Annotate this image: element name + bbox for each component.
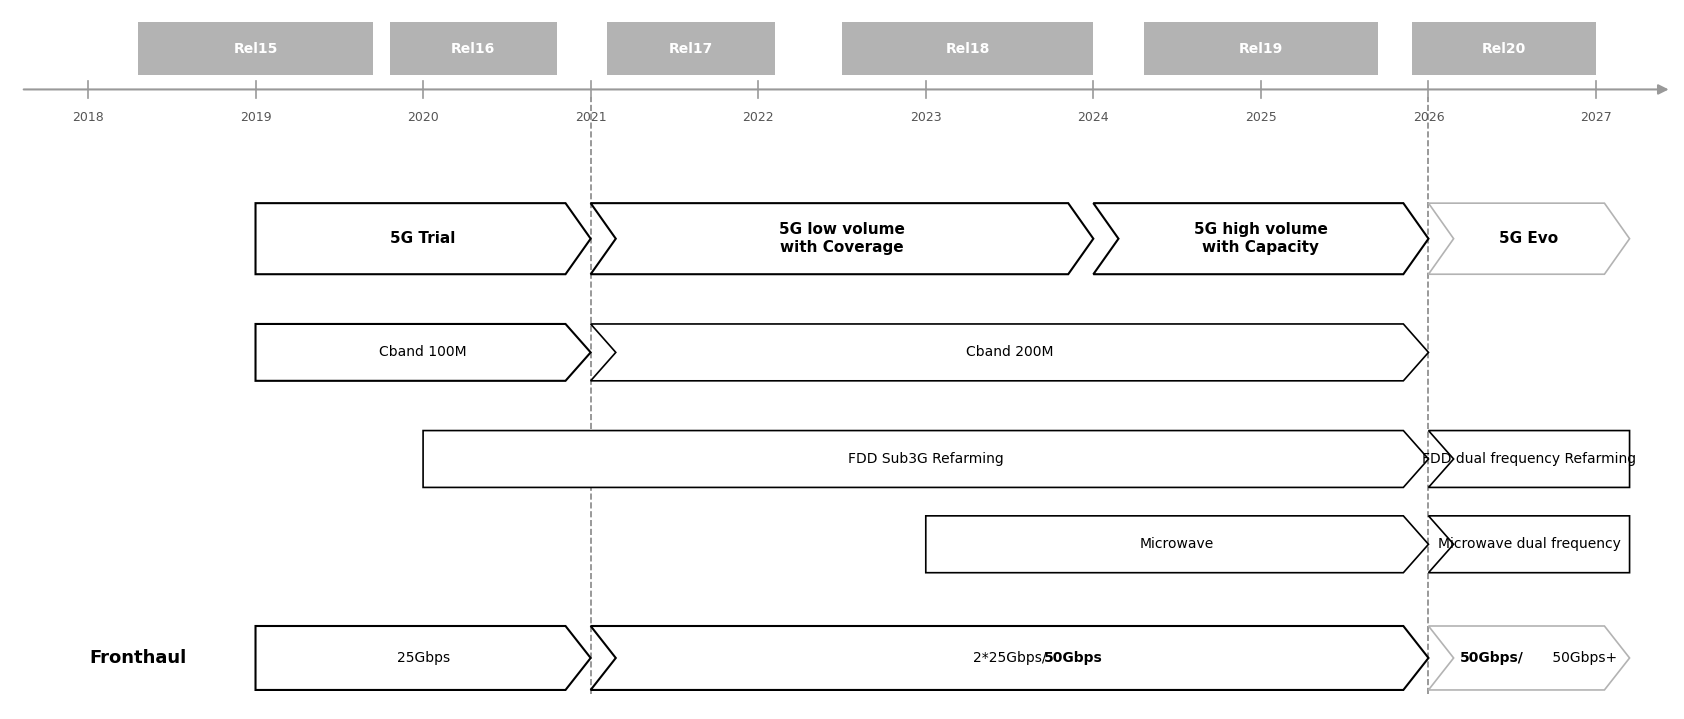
Text: FDD dual frequency Refarming: FDD dual frequency Refarming <box>1421 452 1637 466</box>
Polygon shape <box>256 324 591 381</box>
Text: Rel15: Rel15 <box>234 42 278 55</box>
Text: 2025: 2025 <box>1244 111 1276 124</box>
Text: Rel18: Rel18 <box>945 42 990 55</box>
Text: Rel16: Rel16 <box>451 42 495 55</box>
Text: 50Gbps+: 50Gbps+ <box>1548 651 1617 665</box>
Text: Rel19: Rel19 <box>1239 42 1283 55</box>
Text: 25Gbps: 25Gbps <box>396 651 450 665</box>
Polygon shape <box>256 203 591 274</box>
Text: FDD Sub3G Refarming: FDD Sub3G Refarming <box>849 452 1004 466</box>
Text: Cband 100M: Cband 100M <box>379 345 466 360</box>
Text: 2022: 2022 <box>743 111 775 124</box>
Polygon shape <box>423 431 1428 487</box>
Text: 2023: 2023 <box>909 111 941 124</box>
Text: 5G low volume
with Coverage: 5G low volume with Coverage <box>780 222 904 255</box>
Text: 5G Trial: 5G Trial <box>391 232 456 246</box>
Polygon shape <box>1428 203 1630 274</box>
Text: Rel17: Rel17 <box>669 42 714 55</box>
Text: 2020: 2020 <box>408 111 440 124</box>
FancyBboxPatch shape <box>842 22 1093 75</box>
FancyBboxPatch shape <box>389 22 557 75</box>
Text: 2021: 2021 <box>574 111 606 124</box>
FancyBboxPatch shape <box>608 22 775 75</box>
FancyBboxPatch shape <box>1411 22 1596 75</box>
Polygon shape <box>1428 431 1630 487</box>
Polygon shape <box>591 626 1428 690</box>
FancyBboxPatch shape <box>138 22 372 75</box>
Text: 2018: 2018 <box>72 111 104 124</box>
Polygon shape <box>1093 203 1428 274</box>
Text: Fronthaul: Fronthaul <box>89 649 187 667</box>
Text: 50Gbps: 50Gbps <box>1044 651 1103 665</box>
FancyBboxPatch shape <box>1143 22 1378 75</box>
Text: 2019: 2019 <box>239 111 271 124</box>
Polygon shape <box>1428 626 1630 690</box>
Text: 2027: 2027 <box>1580 111 1612 124</box>
Text: 2024: 2024 <box>1078 111 1110 124</box>
Text: Microwave: Microwave <box>1140 537 1214 551</box>
Polygon shape <box>926 516 1428 573</box>
Polygon shape <box>591 324 1428 381</box>
Polygon shape <box>1428 516 1630 573</box>
Text: Microwave dual frequency: Microwave dual frequency <box>1438 537 1620 551</box>
Polygon shape <box>256 626 591 690</box>
Text: 2026: 2026 <box>1413 111 1445 124</box>
Text: 5G high volume
with Capacity: 5G high volume with Capacity <box>1194 222 1329 255</box>
Text: Rel20: Rel20 <box>1482 42 1526 55</box>
Text: 5G Evo: 5G Evo <box>1499 232 1559 246</box>
Text: 2*25Gbps/: 2*25Gbps/ <box>973 651 1046 665</box>
Text: Cband 200M: Cband 200M <box>967 345 1052 360</box>
Text: 50Gbps/: 50Gbps/ <box>1460 651 1524 665</box>
Polygon shape <box>591 203 1093 274</box>
